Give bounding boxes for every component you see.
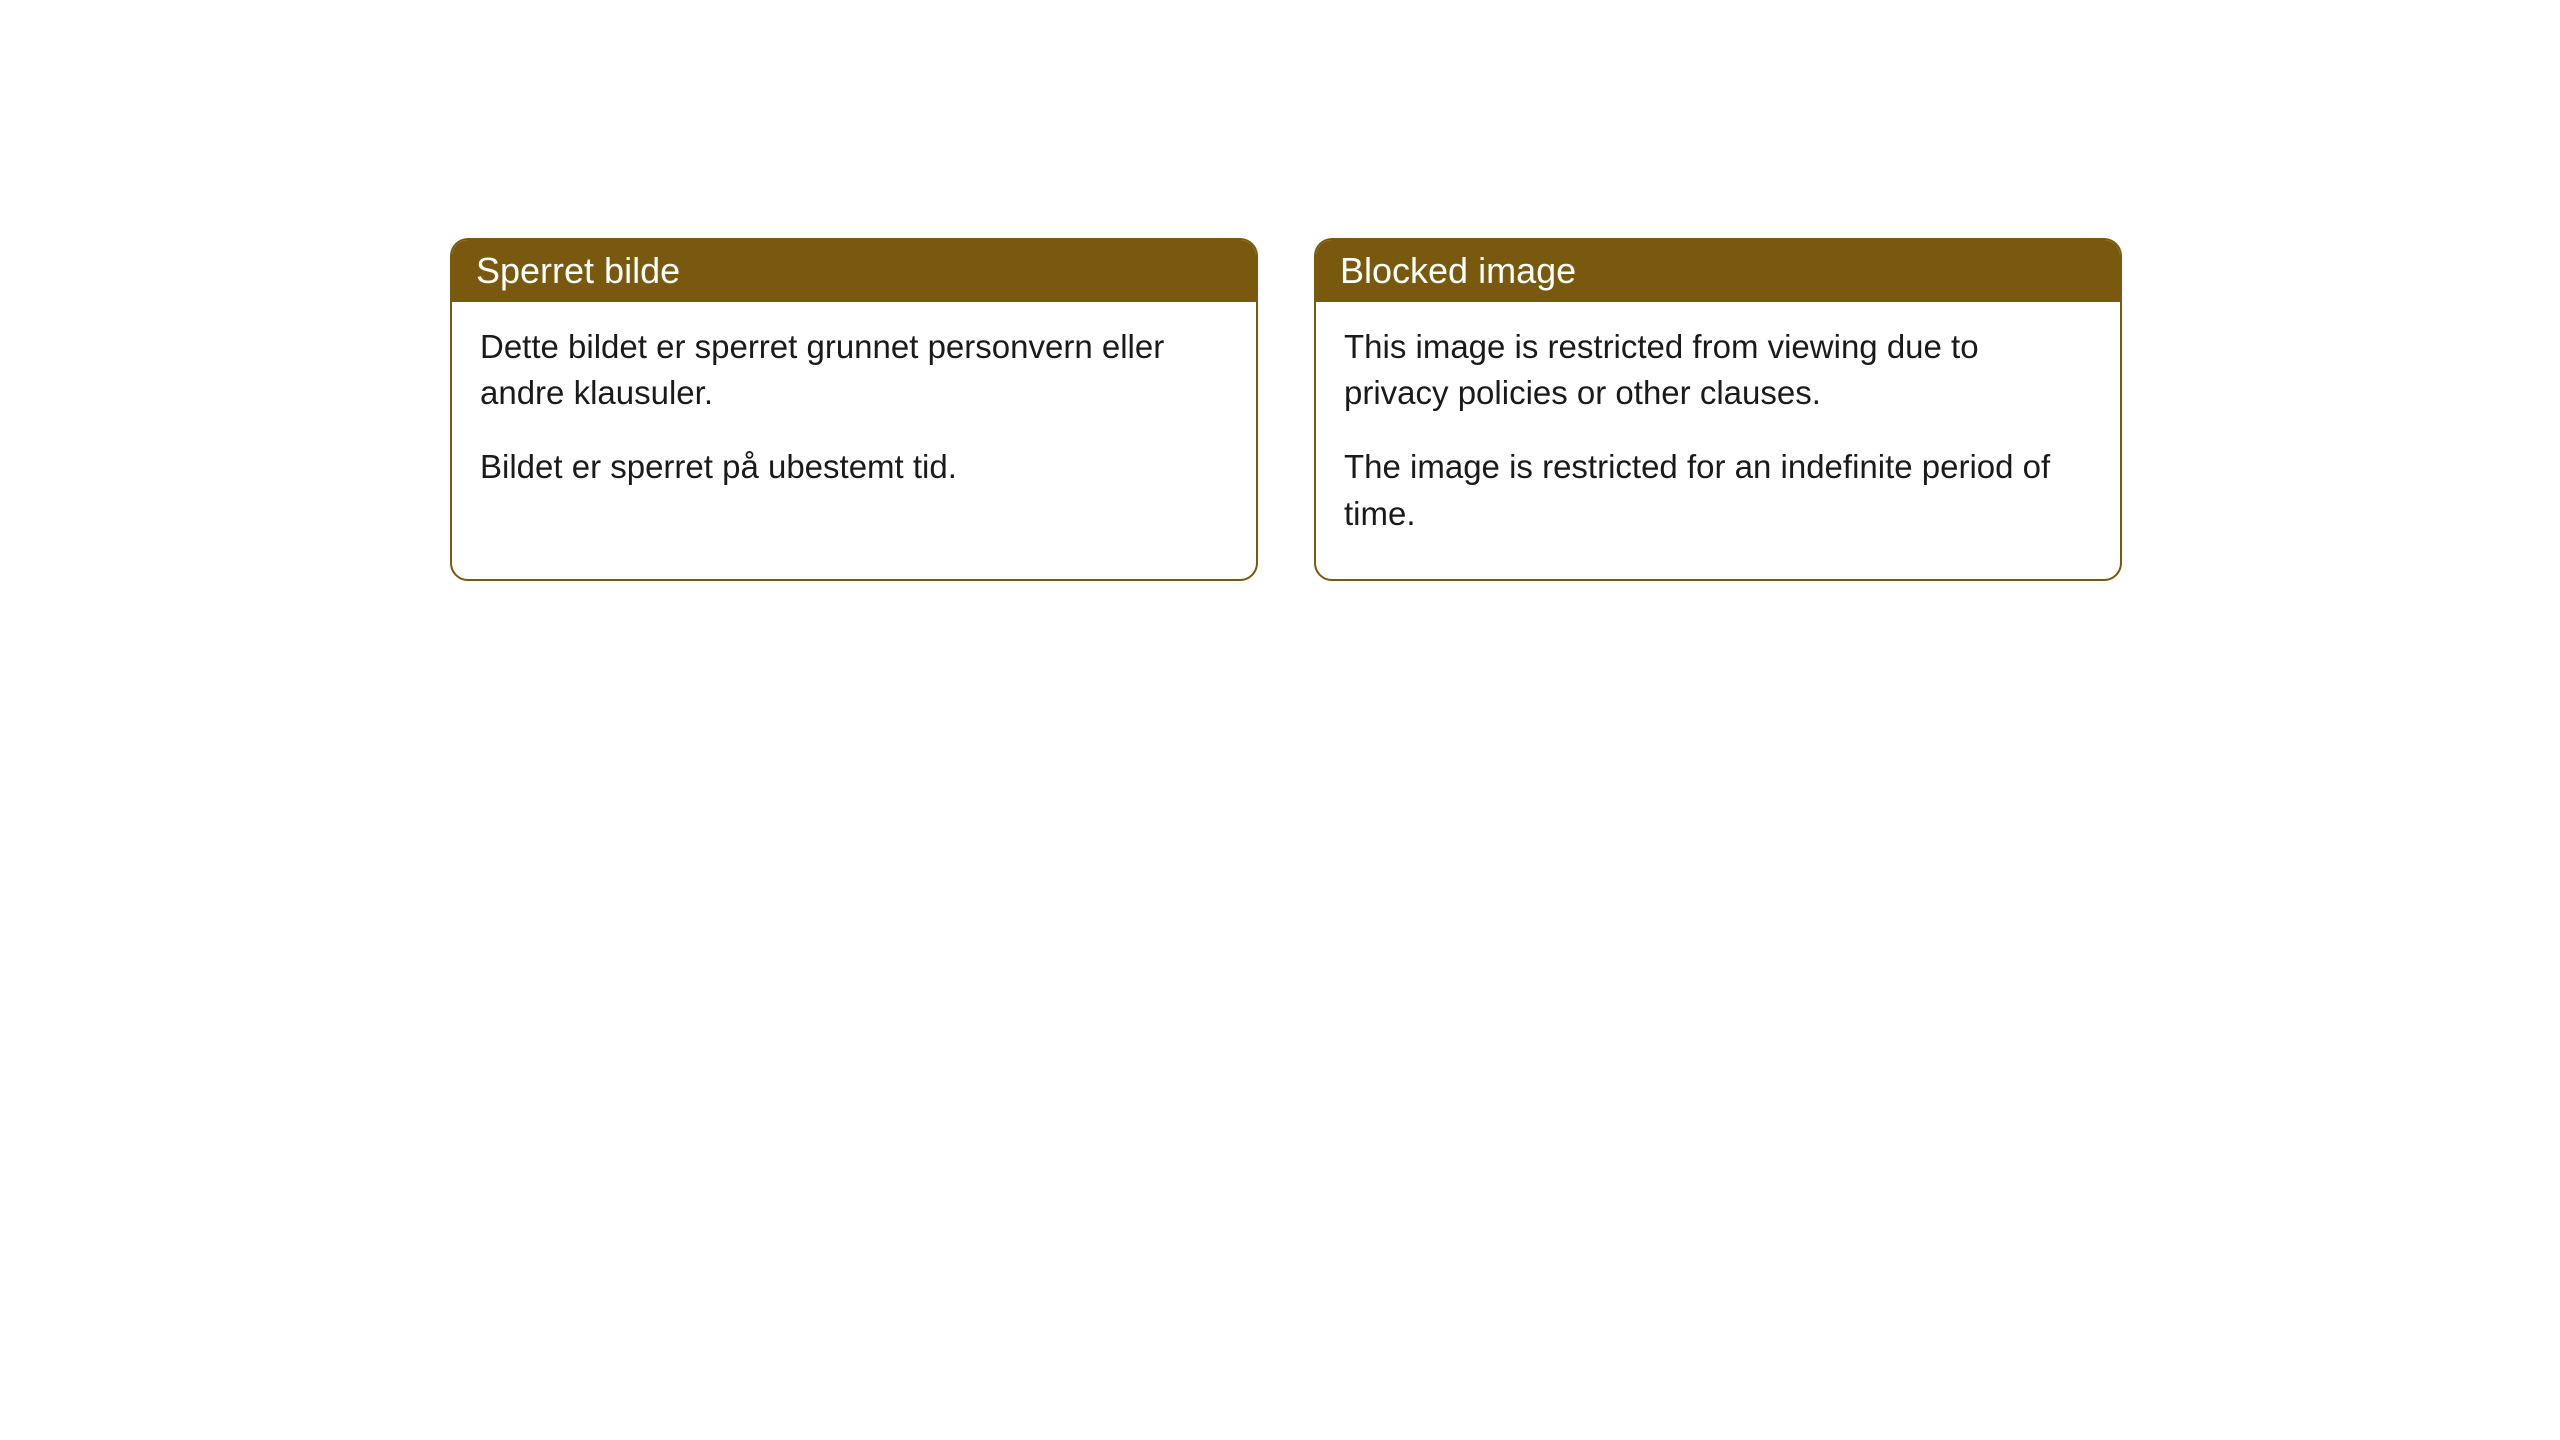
card-title-no: Sperret bilde — [476, 250, 680, 291]
card-header-no: Sperret bilde — [452, 240, 1256, 302]
card-body-en: This image is restricted from viewing du… — [1316, 302, 2120, 579]
cards-container: Sperret bilde Dette bildet er sperret gr… — [450, 238, 2122, 581]
card-text-en-1: This image is restricted from viewing du… — [1344, 324, 2092, 416]
card-body-no: Dette bildet er sperret grunnet personve… — [452, 302, 1256, 533]
card-text-no-2: Bildet er sperret på ubestemt tid. — [480, 444, 1228, 490]
card-text-no-1: Dette bildet er sperret grunnet personve… — [480, 324, 1228, 416]
card-text-en-2: The image is restricted for an indefinit… — [1344, 444, 2092, 536]
card-header-en: Blocked image — [1316, 240, 2120, 302]
blocked-image-card-en: Blocked image This image is restricted f… — [1314, 238, 2122, 581]
card-title-en: Blocked image — [1340, 250, 1576, 291]
blocked-image-card-no: Sperret bilde Dette bildet er sperret gr… — [450, 238, 1258, 581]
